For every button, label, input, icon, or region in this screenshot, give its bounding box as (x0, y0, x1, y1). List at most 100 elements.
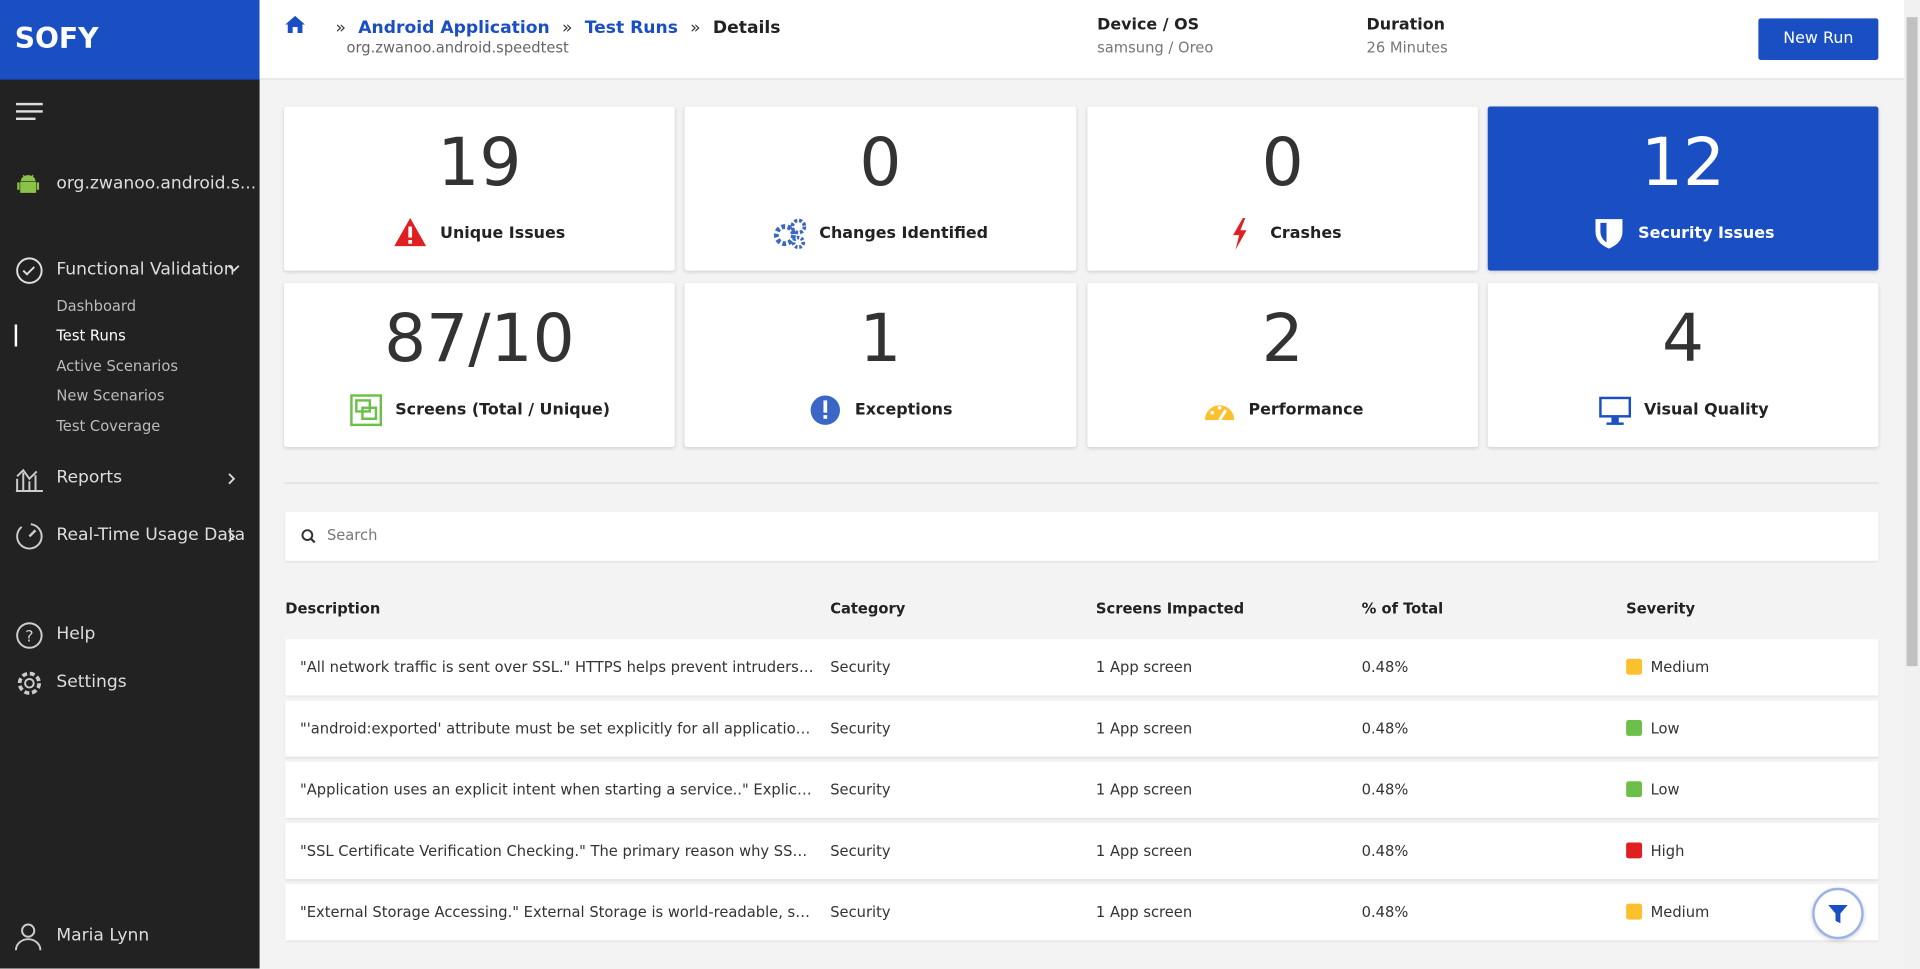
stat-value: 0 (1261, 123, 1304, 201)
app-name[interactable]: org.zwanoo.android.s... (56, 173, 257, 194)
stat-value: 12 (1640, 123, 1726, 201)
new-run-button[interactable]: New Run (1758, 18, 1879, 61)
stat-label: Crashes (1087, 217, 1478, 251)
stat-card[interactable]: 4 Visual Quality (1487, 282, 1879, 447)
nav-help[interactable]: Help (56, 624, 96, 645)
stat-card[interactable]: 0 Changes Identified (684, 106, 1077, 271)
divider (284, 482, 1879, 484)
stat-icon (810, 395, 841, 425)
nav-subitem[interactable]: Active Scenarios (56, 357, 178, 375)
search-box[interactable]: Search (285, 511, 1879, 561)
table-cell: Security (830, 903, 891, 921)
stat-card[interactable]: 87/10 Screens (Total / Unique) (284, 282, 675, 447)
table-row[interactable]: "'android:exported' attribute must be se… (285, 700, 1879, 757)
stat-label: Changes Identified (684, 217, 1076, 251)
chevron (228, 473, 236, 485)
breadcrumb-item[interactable]: Test Runs (584, 18, 678, 38)
table-cell: "SSL Certificate Verification Checking."… (300, 842, 814, 860)
brand[interactable]: SOFY (0, 0, 260, 80)
package: org.zwanoo.android.speedtest (346, 39, 569, 57)
stat-label: Visual Quality (1488, 393, 1879, 427)
stat-label: Exceptions (684, 393, 1076, 427)
stat-card[interactable]: 1 Exceptions (684, 282, 1077, 447)
table-cell: "'android:exported' attribute must be se… (300, 720, 814, 738)
breadcrumb-item: Details (712, 18, 781, 38)
nav-subitem[interactable]: Dashboard (56, 297, 137, 315)
table-cell: 0.48% (1361, 781, 1409, 799)
stat-value: 19 (437, 123, 522, 201)
nav-subitem[interactable]: Test Runs (56, 326, 126, 345)
user-name[interactable]: Maria Lynn (56, 925, 150, 946)
table-row[interactable]: "SSL Certificate Verification Checking."… (285, 822, 1879, 880)
device-label: Device / OS (1097, 15, 1200, 35)
severity-swatch (1626, 720, 1643, 736)
stat-label-text: Changes Identified (819, 224, 989, 244)
table-cell: 1 App screen (1095, 903, 1193, 921)
settings-icon (17, 671, 42, 695)
chevron (228, 530, 236, 542)
android-icon (17, 174, 40, 193)
header: » Android Application » Test Runs » Details o… (259, 0, 1905, 80)
severity-swatch (1626, 658, 1643, 675)
table-row[interactable]: "All network traffic is sent over SSL." … (285, 639, 1879, 696)
stat-icon (1233, 217, 1247, 250)
table-cell: Medium (1650, 903, 1710, 921)
table-cell: 1 App screen (1095, 720, 1193, 738)
stat-card[interactable]: 0 Crashes (1087, 106, 1478, 271)
stat-value: 87/10 (384, 300, 575, 378)
nav-functional[interactable]: Functional Validation (56, 259, 235, 280)
search-icon (301, 529, 316, 544)
nav-subitem[interactable]: New Scenarios (56, 386, 165, 405)
filter-button[interactable] (1812, 887, 1864, 940)
table-cell: 1 App screen (1095, 658, 1193, 676)
table-cell: 0.48% (1361, 842, 1409, 860)
check-icon (16, 257, 43, 284)
nav-settings[interactable]: Settings (56, 672, 127, 692)
svg-text:?: ? (25, 627, 33, 646)
stat-card[interactable]: 19 Unique Issues (284, 106, 675, 271)
table-row[interactable]: "External Storage Accessing." External S… (285, 884, 1879, 941)
breadcrumb-sep: » (335, 18, 347, 38)
nav-subitem[interactable]: Test Coverage (56, 417, 161, 435)
usage-icon (16, 523, 43, 550)
home-icon[interactable] (284, 15, 306, 35)
stat-icon (1598, 396, 1631, 425)
stat-icon (394, 217, 427, 247)
breadcrumb-sep: » (690, 18, 701, 38)
table-cell: 0.48% (1361, 658, 1409, 676)
stat-card[interactable]: 2 Performance (1087, 282, 1478, 447)
stat-icon (773, 218, 807, 250)
search-placeholder: Search (326, 526, 378, 544)
column-header: Description (285, 600, 381, 618)
table-cell: 0.48% (1361, 720, 1409, 738)
stat-label-text: Exceptions (854, 401, 953, 420)
table-cell: High (1650, 842, 1685, 860)
stat-card[interactable]: 12 Security Issues (1487, 106, 1879, 271)
nav-usage[interactable]: Real-Time Usage Data (56, 525, 246, 545)
table-cell: "All network traffic is sent over SSL." … (300, 658, 815, 676)
stat-icon (1204, 405, 1234, 421)
stat-value: 1 (859, 300, 902, 378)
stat-label-text: Performance (1248, 401, 1364, 420)
stat-icon (349, 394, 382, 427)
table-cell: Low (1650, 720, 1680, 738)
scroll-thumb[interactable] (1906, 17, 1918, 667)
stat-label: Unique Issues (284, 217, 675, 251)
stat-label: Screens (Total / Unique) (284, 393, 675, 427)
breadcrumb-item[interactable]: Android Application (358, 18, 550, 38)
column-header: Category (830, 600, 906, 618)
filter-icon (1828, 904, 1848, 924)
table-row[interactable]: "Application uses an explicit intent whe… (285, 761, 1879, 818)
table-cell: Security (830, 781, 891, 799)
column-header: % of Total (1361, 600, 1444, 618)
menu-icon[interactable] (15, 102, 43, 122)
stat-label-text: Security Issues (1638, 224, 1775, 244)
scrollbar[interactable] (1904, 0, 1920, 969)
stat-label-text: Screens (Total / Unique) (395, 401, 611, 420)
nav-reports[interactable]: Reports (56, 467, 123, 488)
active-indicator (14, 324, 18, 347)
column-header: Screens Impacted (1095, 600, 1245, 618)
stat-label-text: Crashes (1270, 224, 1342, 244)
device-value: samsung / Oreo (1097, 39, 1214, 57)
